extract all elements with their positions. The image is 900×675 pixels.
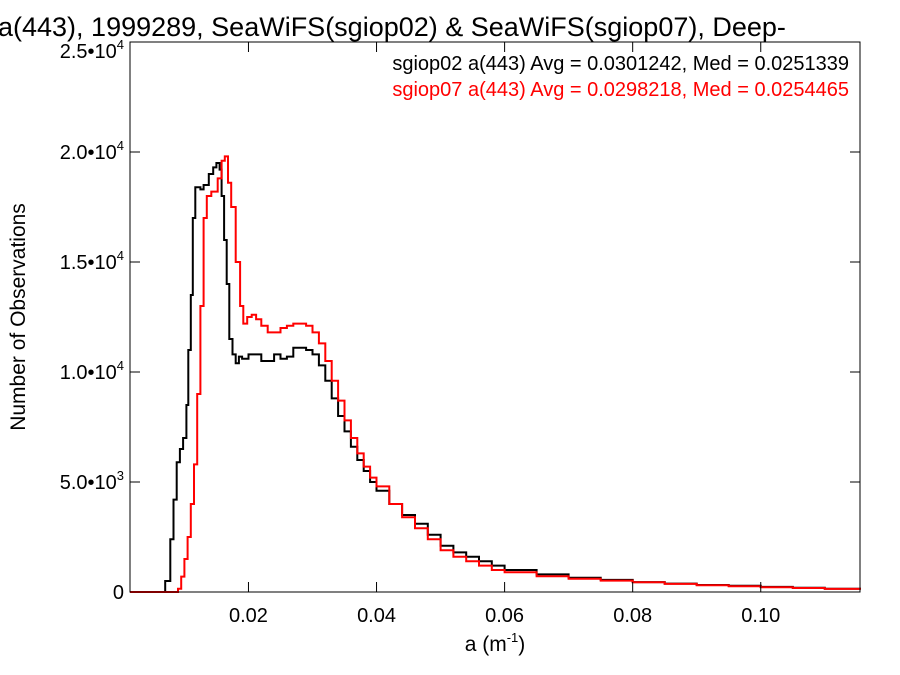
y-tick-label: 5.0•103 [60,468,124,494]
x-tick-label: 0.08 [613,605,652,627]
y-tick-exponent: 4 [117,37,124,52]
y-tick-exponent: 4 [117,248,124,263]
y-tick-mantissa: 0 [113,582,124,604]
y-tick-mantissa: 1.0•10 [60,362,117,384]
y-tick-mantissa: 5.0•10 [60,472,117,494]
y-tick-label: 0 [113,582,124,604]
legend: sgiop02 a(443) Avg = 0.0301242, Med = 0.… [392,53,849,101]
y-tick-exponent: 3 [117,468,124,483]
x-axis-label: a (m-1) [465,630,526,656]
x-tick-label: 0.10 [741,605,780,627]
plot-frame [129,41,861,593]
x-tick-label: 0.02 [229,605,268,627]
x-tick-label: 0.04 [357,605,396,627]
y-tick-label: 2.0•104 [60,138,124,164]
chart-title: a(443), 1999289, SeaWiFS(sgiop02) & SeaW… [0,12,786,42]
series-line-sgiop07 [130,155,861,593]
series-line-sgiop02 [130,162,861,593]
y-tick-mantissa: 2.0•10 [60,142,117,164]
y-tick-mantissa: 1.5•10 [60,252,117,274]
legend-entry-sgiop07: sgiop07 a(443) Avg = 0.0298218, Med = 0.… [392,79,849,101]
x-tick-label: 0.06 [485,605,524,627]
y-axis-label: Number of Observations [7,203,30,431]
y-tick-label: 1.0•104 [60,358,124,384]
y-tick-exponent: 4 [117,358,124,373]
series-layer [130,155,861,593]
y-tick-label: 1.5•104 [60,248,124,274]
y-tick-mantissa: 2.5•10 [60,41,117,63]
x-axis-label-close: ) [518,633,525,656]
y-tick-label: 2.5•104 [60,37,124,63]
tick-layer: 0.02 0.04 0.06 0.08 0.1005.0•1031.0•1041.5•1… [60,37,860,627]
legend-entry-sgiop02: sgiop02 a(443) Avg = 0.0301242, Med = 0.… [392,53,849,75]
x-axis-label-exponent: -1 [507,630,519,645]
y-tick-exponent: 4 [117,138,124,153]
x-axis-label-main: a (m [465,633,507,656]
